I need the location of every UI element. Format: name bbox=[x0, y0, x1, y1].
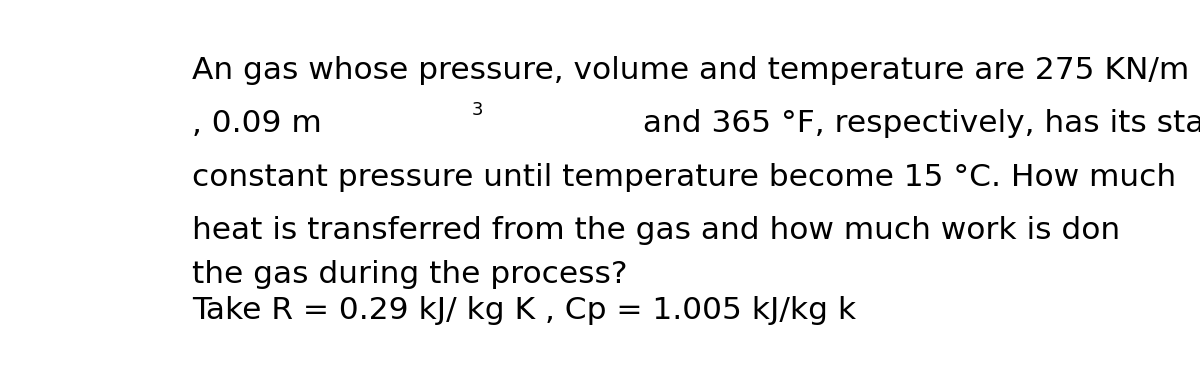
Text: and 365 °F, respectively, has its state changed at: and 365 °F, respectively, has its state … bbox=[634, 110, 1200, 138]
Text: Take R = 0.29 kJ/ kg K , Cp = 1.005 kJ/kg k: Take R = 0.29 kJ/ kg K , Cp = 1.005 kJ/k… bbox=[192, 296, 856, 325]
Text: the gas during the process?: the gas during the process? bbox=[192, 260, 628, 289]
Text: 3: 3 bbox=[472, 101, 484, 119]
Text: constant pressure until temperature become 15 °C. How much: constant pressure until temperature beco… bbox=[192, 163, 1176, 192]
Text: An gas whose pressure, volume and temperature are 275 KN/m: An gas whose pressure, volume and temper… bbox=[192, 56, 1189, 85]
Text: heat is transferred from the gas and how much work is don: heat is transferred from the gas and how… bbox=[192, 216, 1130, 245]
Text: , 0.09 m: , 0.09 m bbox=[192, 110, 322, 138]
